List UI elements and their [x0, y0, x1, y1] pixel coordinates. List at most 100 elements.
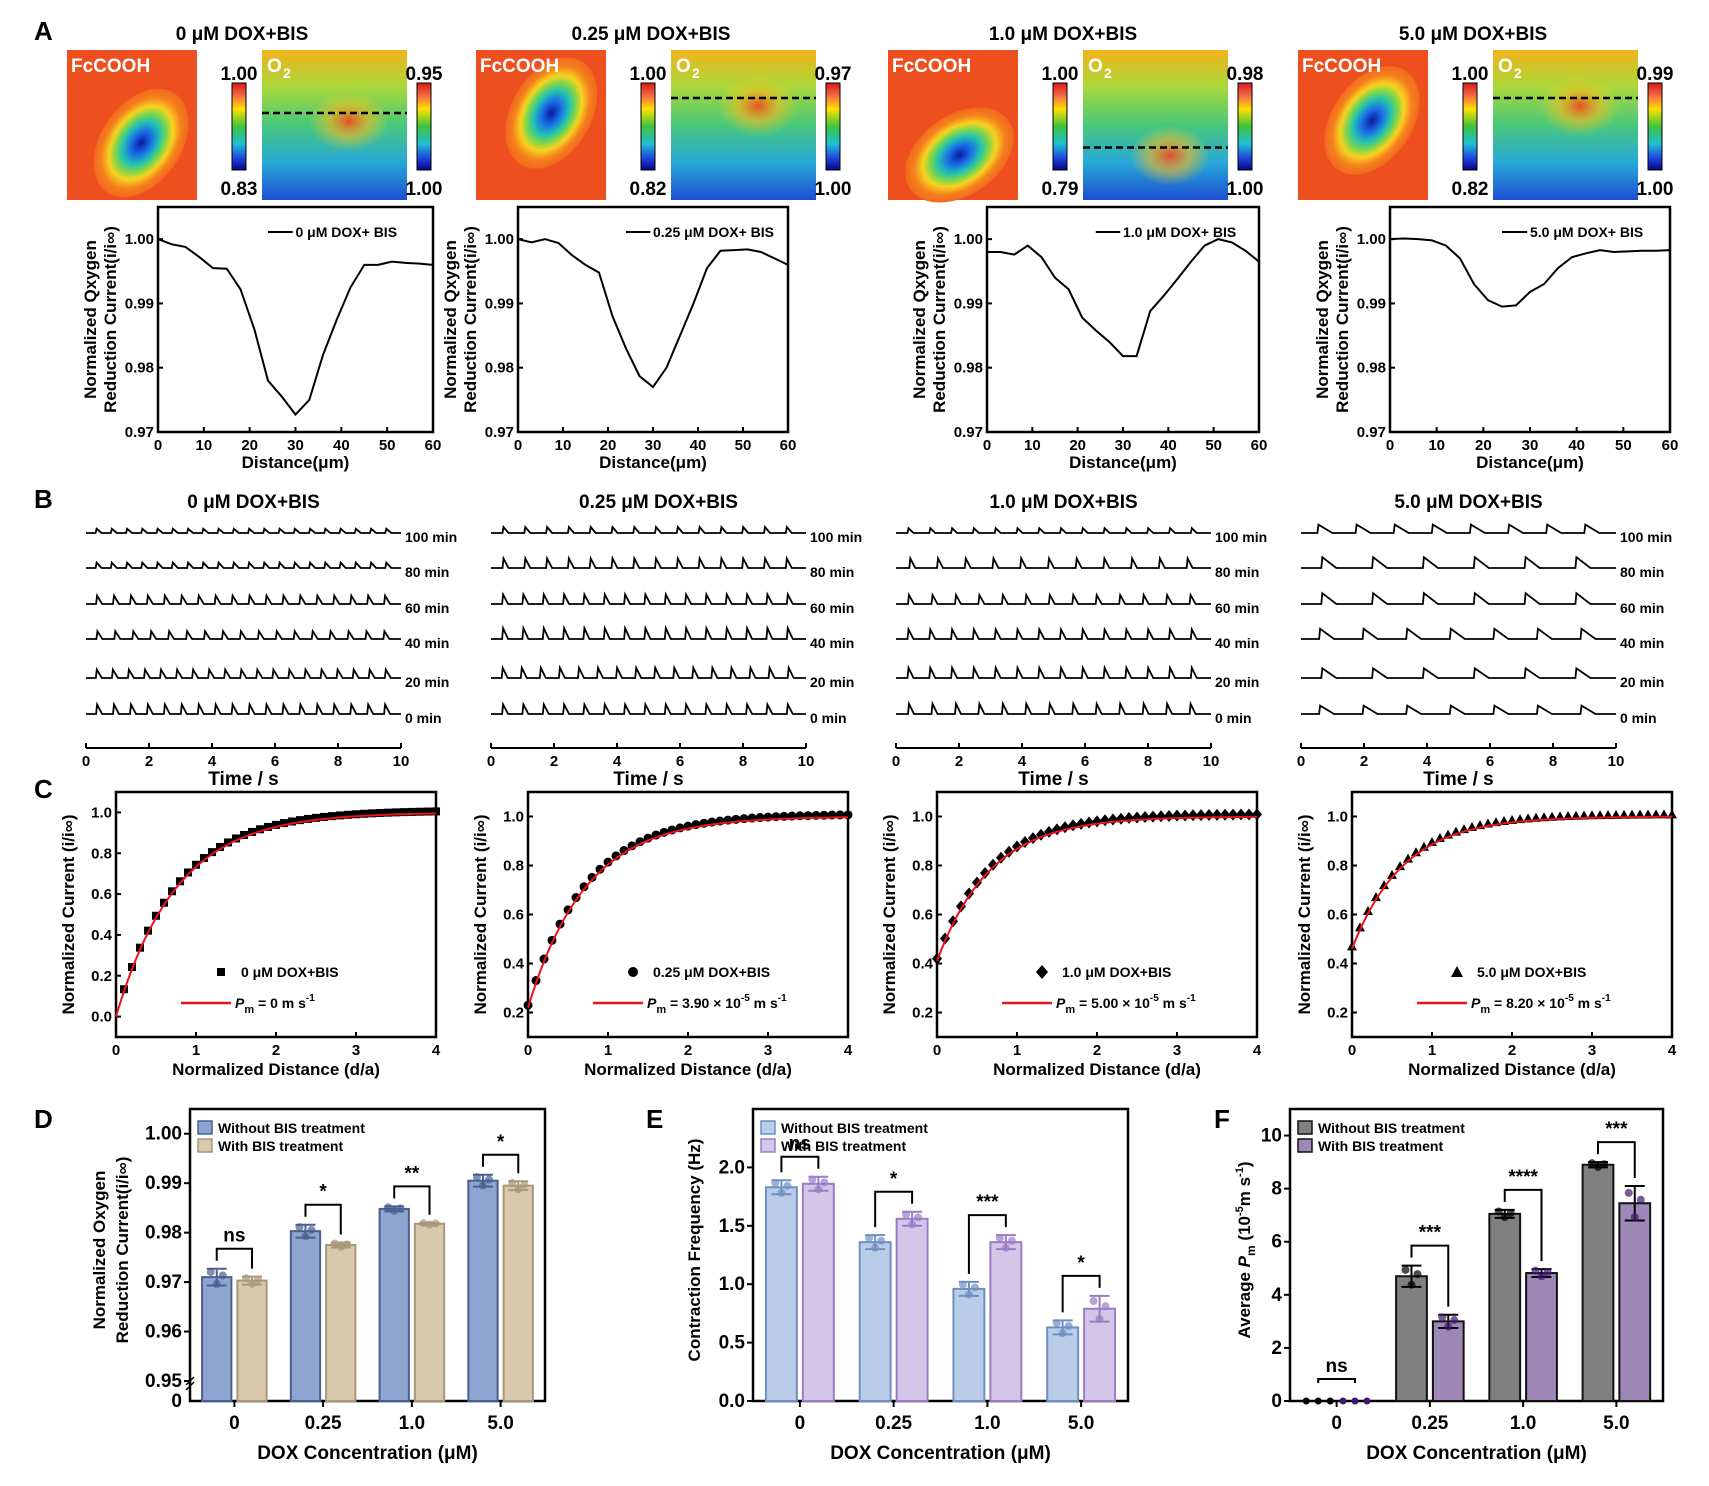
legend-fit-label: Pm = 0 m s-1 — [235, 993, 315, 1016]
legend-marker — [628, 967, 638, 977]
replicate-dot — [1438, 1313, 1447, 1322]
y-tick-label: 0.99 — [145, 1173, 182, 1194]
fit-curve — [115, 812, 437, 1017]
data-point — [611, 851, 621, 861]
o2-colorbar-bottom: 1.00 — [815, 179, 852, 200]
x-tick-label: 0 — [487, 753, 495, 770]
o2-colorbar-bottom: 1.00 — [406, 179, 443, 200]
bar — [858, 1241, 892, 1402]
x-tick-label: 1 — [1013, 1042, 1021, 1059]
replicate-dot — [1052, 1319, 1061, 1328]
data-point — [619, 846, 629, 856]
x-axis-label: Distance(μm) — [599, 453, 707, 472]
replicate-dot — [295, 1223, 304, 1232]
significance-label: * — [1077, 1253, 1085, 1274]
data-point — [384, 808, 392, 817]
bar-plot-frame — [188, 1107, 547, 1403]
o2-label: O — [676, 56, 691, 77]
replicate-dot — [1064, 1322, 1073, 1331]
y-tick-label: 0.97 — [1357, 424, 1386, 441]
legend-label: 0 μM DOX+ BIS — [296, 224, 398, 240]
contraction-trace — [896, 626, 1211, 640]
data-point — [1076, 817, 1086, 830]
data-point — [216, 842, 224, 851]
y-tick-label: 1.0 — [1327, 809, 1348, 826]
panel-b-title: 0 μM DOX+BIS — [187, 492, 320, 513]
x-tick-label: 1.0 — [399, 1413, 425, 1434]
replicate-dot — [908, 1220, 917, 1229]
data-point — [184, 868, 192, 877]
replicate-dot — [1326, 1397, 1334, 1405]
contraction-trace — [1301, 555, 1616, 569]
y-axis-label-line2: Reduction Current(i/i∞) — [1333, 226, 1352, 413]
legend-swatch — [760, 1138, 776, 1153]
contraction-trace — [491, 624, 806, 640]
panel-b-title: 1.0 μM DOX+BIS — [989, 492, 1137, 513]
significance-label: * — [497, 1132, 505, 1153]
legend-label: With BIS treatment — [1318, 1138, 1443, 1154]
x-tick-label: 0 — [112, 1042, 120, 1059]
o2-colorbar-bottom: 1.00 — [1227, 179, 1264, 200]
x-tick-label: 6 — [1081, 753, 1089, 770]
significance-label: ns — [223, 1226, 245, 1247]
o2-label: O — [1088, 56, 1103, 77]
y-axis-label-line2: Reduction Current(i/i∞) — [101, 226, 120, 413]
y-tick-label: 0.98 — [125, 360, 154, 377]
data-point — [168, 887, 176, 896]
x-tick-label: 10 — [393, 753, 410, 770]
fccooh-colorbar-min: 0.82 — [1452, 179, 1489, 200]
bar — [989, 1241, 1023, 1402]
legend-swatch — [197, 1120, 213, 1135]
data-point — [336, 811, 344, 820]
replicate-dot — [390, 1206, 399, 1215]
bar — [895, 1217, 929, 1402]
trace-time-label: 20 min — [810, 674, 854, 690]
x-axis-label: Time / s — [208, 769, 278, 790]
x-tick-label: 4 — [432, 1042, 441, 1059]
x-tick-label: 60 — [1662, 437, 1679, 454]
x-tick-label: 20 — [600, 437, 617, 454]
y-tick-label: 1.0 — [503, 809, 524, 826]
contraction-trace — [86, 527, 401, 534]
panel-letter-b: B — [34, 484, 53, 514]
significance-label: ** — [404, 1163, 419, 1184]
contraction-trace — [491, 555, 806, 569]
replicate-dot — [396, 1204, 405, 1213]
legend-series-label: 0.25 μM DOX+BIS — [653, 964, 770, 980]
x-tick-label: 0 — [229, 1413, 240, 1434]
data-point — [1084, 816, 1094, 829]
bar — [378, 1207, 410, 1403]
contraction-trace — [1301, 704, 1616, 715]
profile-plot-frame — [516, 205, 790, 434]
legend-marker — [1036, 965, 1048, 979]
trace-time-label: 60 min — [1215, 600, 1259, 616]
y-tick-label: 0.98 — [1357, 360, 1386, 377]
fccooh-colorbar — [640, 82, 656, 171]
x-tick-label: 8 — [1549, 753, 1557, 770]
replicate-dot — [336, 1242, 345, 1251]
contraction-trace — [1301, 627, 1616, 640]
x-tick-label: 0.25 — [305, 1413, 342, 1434]
replicate-dot — [1413, 1270, 1422, 1279]
bar — [502, 1184, 534, 1402]
o2-label-subscript: 2 — [1104, 65, 1112, 81]
y-axis-label: Normalized Current (i/i∞) — [471, 814, 490, 1014]
replicate-dot — [254, 1275, 263, 1284]
replicate-dot — [914, 1213, 923, 1222]
trace-time-label: 60 min — [810, 600, 854, 616]
legend-label: Without BIS treatment — [1318, 1120, 1465, 1136]
fccooh-colorbar — [1052, 82, 1068, 171]
data-point — [304, 814, 312, 823]
data-point — [1004, 845, 1014, 858]
x-tick-label: 0 — [1348, 1042, 1356, 1059]
x-tick-label: 4 — [1253, 1042, 1262, 1059]
trace-time-label: 100 min — [810, 529, 862, 545]
x-tick-label: 10 — [1428, 437, 1445, 454]
y-tick-label: 0.4 — [1327, 956, 1349, 973]
bar — [952, 1287, 986, 1402]
x-tick-label: 4 — [208, 753, 217, 770]
data-point — [392, 808, 400, 817]
x-tick-label: 50 — [735, 437, 752, 454]
trace-time-label: 0 min — [405, 710, 442, 726]
